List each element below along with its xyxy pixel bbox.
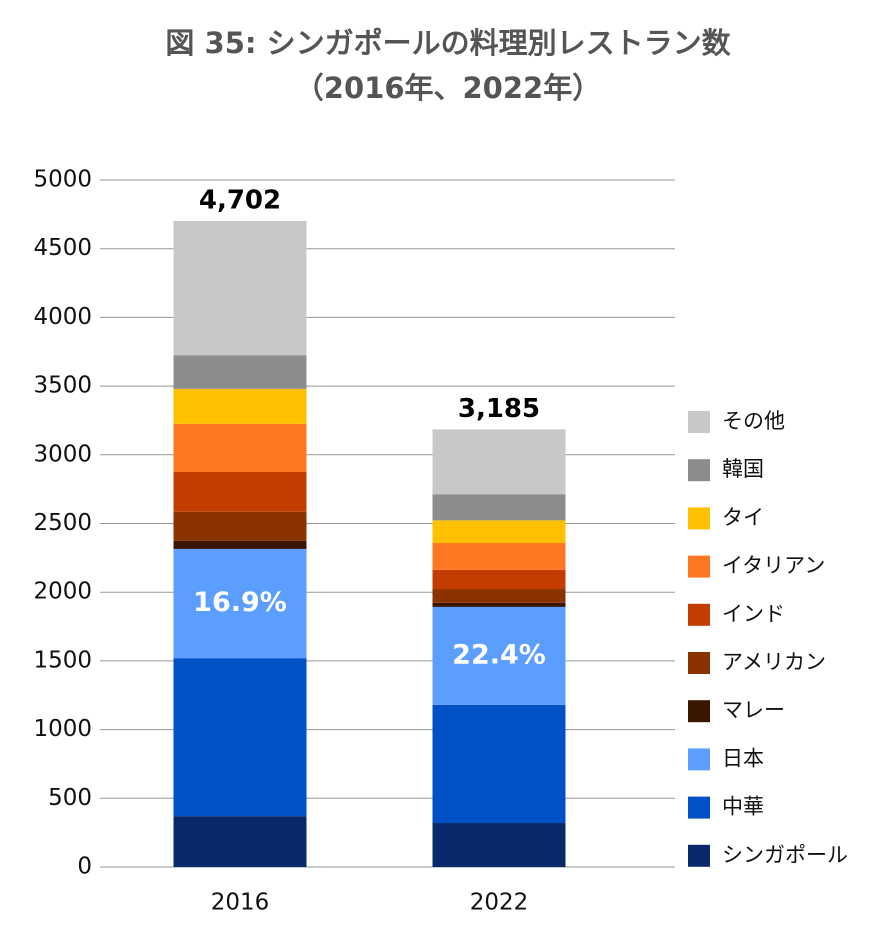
bar-segment [432,589,566,603]
total-label: 3,185 [458,394,540,424]
y-tick-label: 4000 [33,304,92,330]
legend-swatch [688,555,710,578]
bar-segment [173,220,307,356]
bar-segment [432,606,566,705]
legend-label: その他 [722,409,785,433]
y-tick-label: 3000 [33,441,92,467]
bar-segment [173,658,307,817]
legend-swatch [688,844,710,867]
legend-swatch [688,652,710,674]
legend-label: インド [722,602,785,626]
x-tick-label: 2022 [470,890,529,916]
y-tick-label: 500 [48,785,92,811]
bar-segment [432,520,566,544]
chart-title: 図 35: シンガポールの料理別レストラン数 [165,26,731,60]
legend-swatch [688,700,710,723]
legend-label: イタリアン [722,554,825,578]
legend-swatch [688,796,710,819]
y-tick-label: 0 [77,854,92,880]
bar-segment [432,823,566,867]
y-tick-label: 1000 [33,716,92,742]
y-tick-label: 3500 [33,373,92,399]
y-tick-label: 1500 [33,647,92,673]
y-tick-label: 4500 [33,235,92,261]
bar-segment [173,355,307,389]
bar-segment [432,602,566,607]
bar-segment [173,511,307,541]
share-label: 22.4% [452,639,546,670]
bar-segment [173,548,307,659]
bar-segment [432,569,566,590]
bar-segment [432,543,566,570]
y-tick-label: 2000 [33,579,92,605]
legend-label: タイ [722,505,764,529]
legend-label: 韓国 [722,457,764,481]
share-label: 16.9% [193,587,287,618]
bar-segment [173,540,307,549]
legend-label: 日本 [722,746,764,770]
legend-swatch [688,748,710,771]
bar-segment [432,429,566,495]
bar-segment [173,388,307,424]
bar-segment [432,494,566,521]
legend-label: マレー [722,698,785,722]
legend-label: アメリカン [722,650,826,674]
bar-segment [173,471,307,512]
legend-label: 中華 [722,795,764,819]
chart-subtitle: （2016年、2022年） [295,71,601,105]
legend-swatch [688,507,710,530]
legend-swatch [688,459,710,482]
x-tick-label: 2016 [211,890,270,916]
bar-segment [173,423,307,472]
legend-swatch [688,411,710,433]
legend-label: シンガポール [722,843,848,867]
total-label: 4,702 [199,185,281,215]
y-tick-label: 5000 [33,167,92,193]
bar-segment [432,704,566,824]
y-tick-label: 2500 [33,510,92,536]
legend-swatch [688,603,710,626]
bar-segment [173,816,307,867]
